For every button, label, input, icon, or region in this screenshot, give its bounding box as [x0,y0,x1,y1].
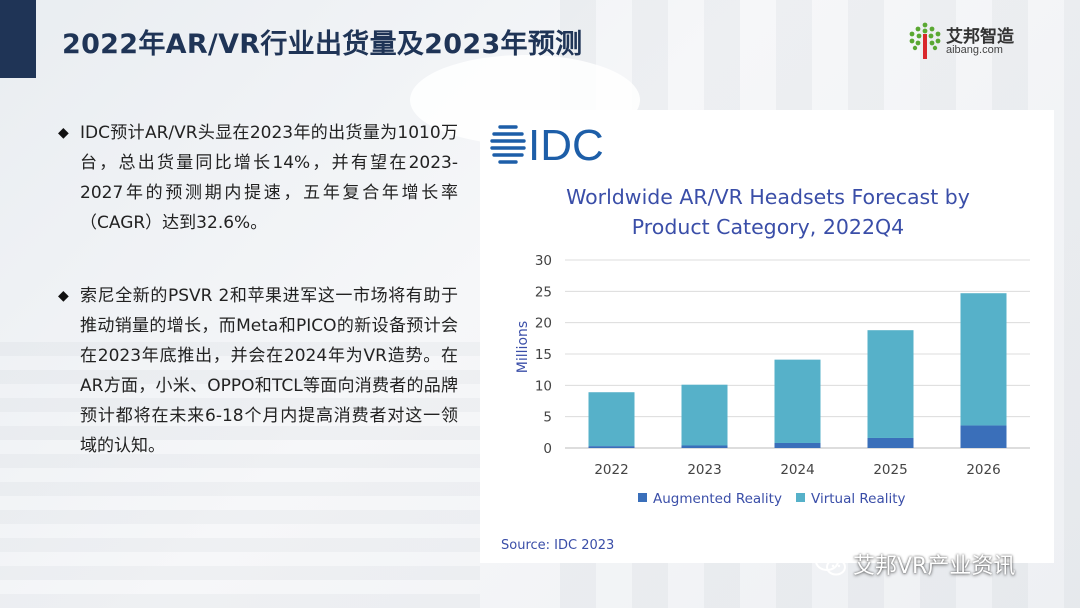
y-tick-label: 5 [543,410,552,426]
chart-panel: IDC Worldwide AR/VR Headsets Forecast by… [480,110,1054,563]
x-tick-label: 2024 [780,462,814,478]
x-tick-label: 2023 [687,462,721,478]
y-tick-label: 20 [535,316,552,332]
x-tick-label: 2022 [594,462,628,478]
legend-swatch [638,493,647,502]
bar-virtual-reality-2024 [774,359,821,443]
x-tick-label: 2025 [873,462,907,478]
bullet-item: ◆ 索尼全新的PSVR 2和苹果进军这一市场将有助于推动销量的增长，而Meta和… [58,281,458,461]
wechat-watermark: 艾邦VR产业资讯 [815,544,1065,580]
bar-virtual-reality-2025 [867,330,914,438]
diamond-bullet-icon: ◆ [58,288,69,304]
idc-logo: IDC [490,121,604,168]
wechat-icon [815,551,846,576]
bar-augmented-reality-2023 [681,445,728,448]
y-tick-label: 25 [535,284,552,300]
chart-source: Source: IDC 2023 [501,538,614,553]
bar-virtual-reality-2026 [960,293,1007,426]
tree-dots-icon [909,22,941,59]
y-axis-label: Millions [515,321,531,373]
idc-logo-text: IDC [528,121,604,168]
bar-augmented-reality-2022 [588,446,635,448]
chart-title-line-2: Product Category, 2022Q4 [632,215,904,239]
legend-swatch [796,493,805,502]
logo-chinese-name: 艾邦智造 [946,27,1014,47]
y-tick-label: 10 [535,378,552,394]
bar-augmented-reality-2026 [960,425,1007,448]
bar-augmented-reality-2025 [867,437,914,448]
stacked-bar-chart: Worldwide AR/VR Headsets Forecast by Pro… [501,185,1030,553]
title-accent-block [0,0,36,78]
page-title: 2022年AR/VR行业出货量及2023年预测 [62,29,583,60]
bullet-item: ◆ IDC预计AR/VR头显在2023年的出货量为1010万台，总出货量同比增长… [58,118,458,238]
bullet-list: ◆ IDC预计AR/VR头显在2023年的出货量为1010万台，总出货量同比增长… [58,118,458,461]
bullet-text: IDC预计AR/VR头显在2023年的出货量为1010万台，总出货量同比增长14… [80,123,458,233]
diamond-bullet-icon: ◆ [58,125,69,141]
legend-label: Virtual Reality [811,491,906,507]
aibang-logo: 艾邦智造 aibang.com [908,22,1048,62]
wechat-account-name: 艾邦VR产业资讯 [853,554,1016,579]
logo-domain: aibang.com [946,44,1003,56]
bar-virtual-reality-2022 [588,392,635,447]
bullet-text: 索尼全新的PSVR 2和苹果进军这一市场将有助于推动销量的增长，而Meta和PI… [80,286,458,456]
bar-virtual-reality-2023 [681,384,728,446]
y-tick-label: 30 [535,253,552,269]
chart-title-line-1: Worldwide AR/VR Headsets Forecast by [566,185,970,209]
y-tick-label: 0 [543,441,552,457]
bar-augmented-reality-2024 [774,442,821,448]
x-tick-label: 2026 [966,462,1000,478]
legend-label: Augmented Reality [653,491,782,507]
y-tick-label: 15 [535,347,552,363]
